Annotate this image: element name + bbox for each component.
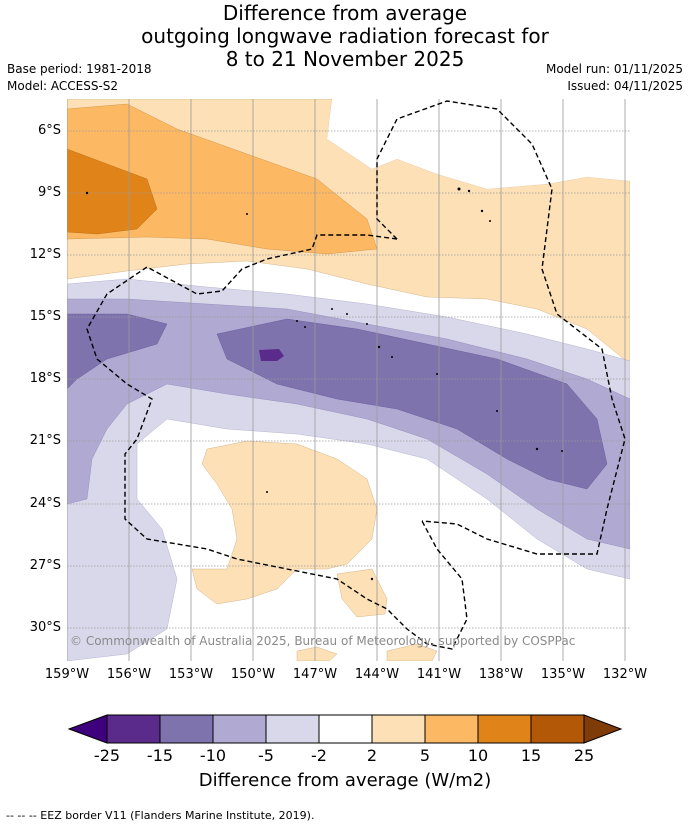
lon-label-132w: 132°W <box>602 667 648 682</box>
colorbar-title: Difference from average (W/m2) <box>198 770 492 791</box>
base-period: Base period: 1981-2018 <box>7 62 152 76</box>
eez-border-french-polynesia <box>376 100 626 555</box>
colorbar-swatch-5 <box>424 714 479 744</box>
graticule-lon <box>67 99 626 661</box>
lon-label-138w: 138°W <box>478 667 524 682</box>
anomaly-region-2-to-5-south <box>191 440 378 605</box>
colorbar-swatch-minus25 <box>106 714 161 744</box>
colorbar-extend-low <box>67 714 108 744</box>
lon-label-153w: 153°W <box>168 667 214 682</box>
lat-label-15s: 15°S <box>29 309 61 324</box>
lon-label-144w: 144°W <box>354 667 400 682</box>
colorbar-tick: 2 <box>366 746 378 765</box>
lat-label-9s: 9°S <box>37 185 61 200</box>
colorbar-tick: 5 <box>419 746 431 765</box>
lat-label-21s: 21°S <box>29 433 61 448</box>
eez-legend-note: -- -- -- EEZ border V11 (Flanders Marine… <box>6 809 315 822</box>
colorbar-tick: -2 <box>311 746 327 765</box>
colorbar-swatch-10 <box>477 714 532 744</box>
colorbar-swatch-minus2 <box>318 714 373 744</box>
anomaly-region-2-to-5-south-small <box>296 568 438 661</box>
lon-label-141w: 141°W <box>416 667 462 682</box>
title-line-1: Difference from average <box>222 1 468 25</box>
colorbar-swatch-minus5 <box>265 714 320 744</box>
lat-label-18s: 18°S <box>29 371 61 386</box>
colorbar-tick: -25 <box>93 746 121 765</box>
colorbar-tick: 10 <box>467 746 489 765</box>
lon-label-150w: 150°W <box>230 667 276 682</box>
anomaly-region-minus-15-to-minus-25 <box>259 349 284 361</box>
colorbar-tick: -15 <box>146 746 174 765</box>
lat-label-27s: 27°S <box>29 558 61 573</box>
colorbar-tick: 25 <box>573 746 595 765</box>
lon-label-156w: 156°W <box>106 667 152 682</box>
island-markers <box>85 187 563 645</box>
model-name: Model: ACCESS-S2 <box>7 79 119 93</box>
lon-label-135w: 135°W <box>540 667 586 682</box>
lat-label-6s: 6°S <box>37 123 61 138</box>
graticule <box>67 130 630 629</box>
colorbar <box>67 714 623 744</box>
lon-label-159w: 159°W <box>44 667 90 682</box>
colorbar-tick: 15 <box>520 746 542 765</box>
title-line-3: 8 to 21 November 2025 <box>225 47 465 71</box>
near-zero-region-north <box>327 99 630 189</box>
lon-label-147w: 147°W <box>292 667 338 682</box>
olr-anomaly-map <box>67 99 630 661</box>
issued-date: Issued: 04/11/2025 <box>567 79 683 93</box>
title-line-2: outgoing longwave radiation forecast for <box>141 24 549 48</box>
colorbar-swatch-15 <box>530 714 585 744</box>
colorbar-swatch-minus15 <box>159 714 214 744</box>
colorbar-swatch-2 <box>371 714 426 744</box>
lat-label-30s: 30°S <box>29 620 61 635</box>
anomaly-region-10-to-15 <box>67 148 158 235</box>
lat-label-24s: 24°S <box>29 496 61 511</box>
colorbar-swatch-minus10 <box>212 714 267 744</box>
lat-label-12s: 12°S <box>29 247 61 262</box>
anomaly-region-minus-10-to-minus-15 <box>67 313 608 490</box>
model-run: Model run: 01/11/2025 <box>545 62 683 76</box>
colorbar-tick: -10 <box>199 746 227 765</box>
eez-border-cook-islands <box>86 234 468 650</box>
colorbar-tick: -5 <box>258 746 274 765</box>
copyright-note: © Commonwealth of Australia 2025, Bureau… <box>70 634 576 648</box>
colorbar-extend-high <box>583 714 623 744</box>
